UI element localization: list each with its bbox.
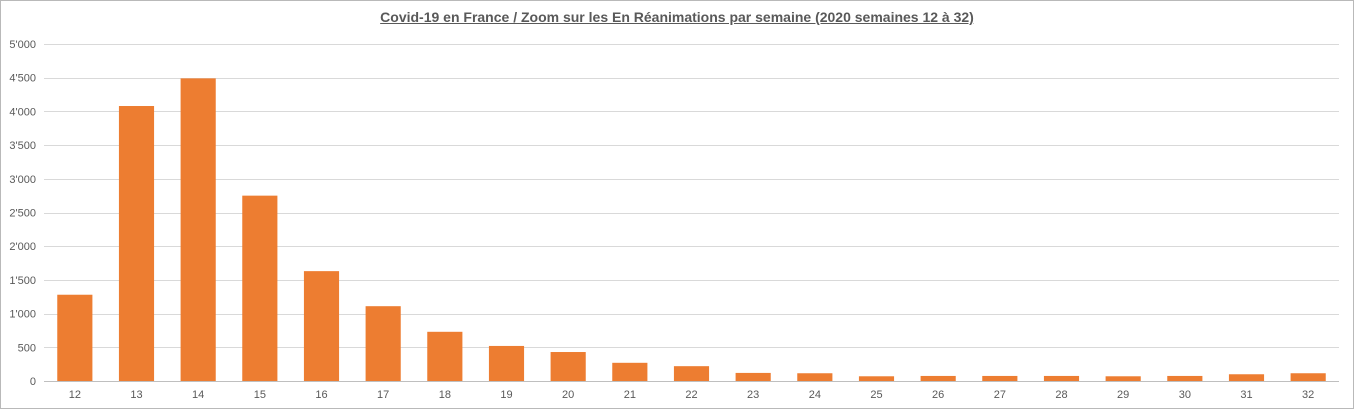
bar-week-20 [550,352,586,381]
y-tick-label: 4'000 [9,106,36,118]
y-tick-label: 4'500 [9,73,36,85]
x-tick-label: 20 [562,389,574,401]
bar-week-22 [673,366,710,381]
y-tick-label: 5'000 [9,39,36,51]
x-tick-label: 30 [1179,389,1191,401]
x-tick-label: 25 [870,389,882,401]
bar-week-24 [797,373,833,381]
bar-week-15 [242,195,278,381]
y-tick-label: 1'000 [9,309,36,321]
y-tick-label: 3'500 [9,140,36,152]
y-tick-label: 2'500 [9,208,36,220]
bar-week-27 [982,375,1018,381]
bar-week-30 [1167,375,1203,381]
bar-week-31 [1228,374,1265,381]
bar-week-14 [180,78,216,382]
bar-week-17 [365,306,401,381]
x-tick-label: 13 [130,389,142,401]
x-tick-label: 15 [254,389,266,401]
x-tick-label: 22 [685,389,697,401]
x-tick-label: 23 [747,389,759,401]
bar-week-19 [488,345,525,381]
x-tick-label: 16 [315,389,327,401]
x-tick-label: 19 [500,389,512,401]
x-tick-label: 28 [1055,389,1067,401]
x-tick-label: 27 [994,389,1006,401]
y-tick-label: 3'000 [9,174,36,186]
y-tick-label: 1'500 [9,275,36,287]
bar-week-18 [427,331,463,381]
y-tick-label: 0 [30,376,36,388]
x-tick-label: 29 [1117,389,1129,401]
x-tick-label: 26 [932,389,944,401]
bar-week-13 [118,106,155,382]
bar-week-28 [1043,375,1080,381]
x-tick-label: 32 [1302,389,1314,401]
y-tick-label: 500 [18,342,36,354]
x-tick-label: 31 [1240,389,1252,401]
x-tick-label: 21 [624,389,636,401]
bar-week-29 [1105,376,1141,381]
bar-week-23 [735,372,771,381]
x-tick-label: 17 [377,389,389,401]
bar-week-16 [303,271,340,381]
bar-week-25 [858,376,895,381]
x-tick-label: 14 [192,389,204,401]
chart-title: Covid-19 en France / Zoom sur les En Réa… [380,9,974,25]
bar-week-12 [57,294,93,381]
bar-week-21 [612,362,648,381]
bar-week-26 [920,375,956,381]
x-tick-label: 18 [439,389,451,401]
bar-week-32 [1290,373,1326,381]
x-tick-label: 24 [809,389,821,401]
y-tick-label: 2'000 [9,241,36,253]
x-tick-label: 12 [69,389,81,401]
